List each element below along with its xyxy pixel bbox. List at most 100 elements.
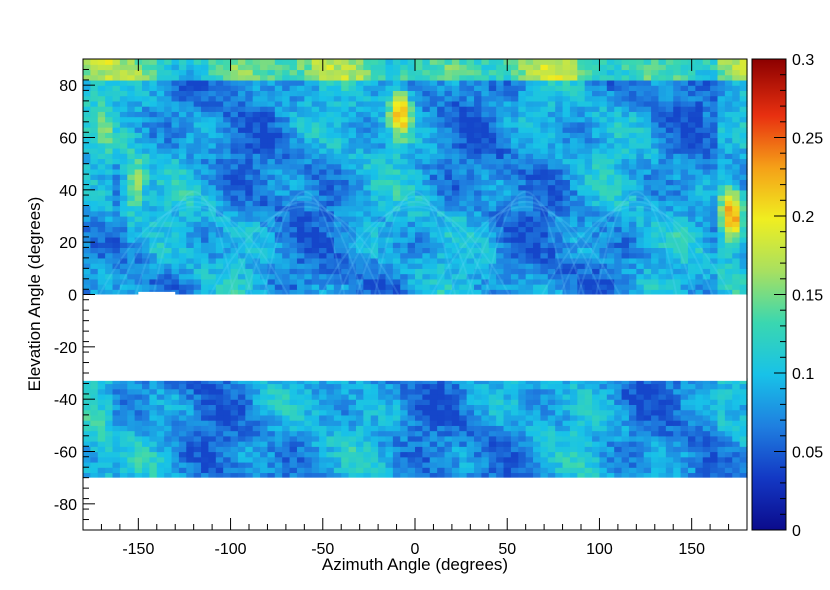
heatmap-cell xyxy=(459,200,468,207)
heatmap-cell xyxy=(503,231,512,238)
heatmap-cell xyxy=(533,289,542,296)
heatmap-cell xyxy=(665,116,674,123)
heatmap-cell xyxy=(230,221,239,228)
heatmap-cell xyxy=(643,278,652,285)
heatmap-cell xyxy=(606,435,615,442)
heatmap-cell xyxy=(518,168,527,175)
heatmap-cell xyxy=(370,195,379,201)
heatmap-cell xyxy=(230,69,239,76)
heatmap-cell xyxy=(665,158,674,165)
heatmap-cell xyxy=(341,216,350,222)
heatmap-cell xyxy=(481,461,490,468)
heatmap-cell xyxy=(105,210,114,217)
heatmap-cell xyxy=(326,446,335,453)
heatmap-cell xyxy=(378,121,387,128)
heatmap-cell xyxy=(702,85,711,91)
heatmap-cell xyxy=(97,226,106,233)
heatmap-cell xyxy=(525,95,534,102)
heatmap-cell xyxy=(392,273,401,280)
heatmap-cell xyxy=(201,106,210,112)
heatmap-cell xyxy=(230,64,239,71)
heatmap-cell xyxy=(178,221,187,228)
heatmap-cell xyxy=(97,111,106,118)
heatmap-cell xyxy=(178,451,187,458)
heatmap-cell xyxy=(466,200,475,207)
heatmap-cell xyxy=(547,179,556,186)
heatmap-cell xyxy=(643,451,652,458)
heatmap-cell xyxy=(252,247,261,254)
heatmap-cell xyxy=(230,472,239,479)
heatmap-cell xyxy=(518,127,527,133)
heatmap-cell xyxy=(562,200,571,207)
heatmap-cell xyxy=(223,79,232,86)
heatmap-cell xyxy=(739,268,748,275)
heatmap-cell xyxy=(355,132,364,139)
heatmap-cell xyxy=(83,247,91,254)
heatmap-cell xyxy=(392,158,401,165)
heatmap-cell xyxy=(599,147,608,154)
heatmap-cell xyxy=(422,153,431,160)
heatmap-cell xyxy=(164,100,173,107)
heatmap-cell xyxy=(584,451,593,458)
heatmap-cell xyxy=(201,456,210,463)
heatmap-cell xyxy=(687,221,696,228)
heatmap-cell xyxy=(503,278,512,285)
heatmap-cell xyxy=(237,263,246,269)
heatmap-cell xyxy=(252,147,261,154)
heatmap-cell xyxy=(119,106,128,112)
heatmap-cell xyxy=(274,200,283,207)
heatmap-cell xyxy=(245,142,254,149)
heatmap-cell xyxy=(547,273,556,280)
heatmap-cell xyxy=(628,467,637,474)
heatmap-cell xyxy=(333,163,342,170)
heatmap-cell xyxy=(392,456,401,463)
heatmap-cell xyxy=(673,142,682,149)
heatmap-cell xyxy=(201,137,210,144)
heatmap-cell xyxy=(614,210,623,217)
heatmap-cell xyxy=(326,195,335,201)
heatmap-cell xyxy=(296,174,305,180)
heatmap-cell xyxy=(119,142,128,149)
heatmap-cell xyxy=(702,79,711,86)
heatmap-cell xyxy=(142,74,150,81)
heatmap-cell xyxy=(149,85,158,91)
heatmap-cell xyxy=(274,461,283,468)
heatmap-cell xyxy=(643,137,652,144)
heatmap-cell xyxy=(407,111,416,118)
heatmap-cell xyxy=(658,210,667,217)
heatmap-cell xyxy=(363,289,372,296)
heatmap-cell xyxy=(724,142,733,149)
heatmap-cell xyxy=(208,158,217,165)
heatmap-cell xyxy=(702,289,711,296)
heatmap-cell xyxy=(245,90,254,97)
heatmap-cell xyxy=(105,59,114,65)
heatmap-cell xyxy=(599,95,608,102)
heatmap-cell xyxy=(164,257,173,264)
heatmap-cell xyxy=(282,200,291,207)
heatmap-cell xyxy=(326,116,335,123)
heatmap-cell xyxy=(680,189,689,196)
heatmap-cell xyxy=(614,184,623,191)
heatmap-cell xyxy=(481,456,490,463)
heatmap-cell xyxy=(496,127,505,133)
heatmap-cell xyxy=(348,121,357,128)
heatmap-cell xyxy=(83,231,91,238)
heatmap-cell xyxy=(289,147,298,154)
heatmap-cell xyxy=(540,456,549,463)
heatmap-cell xyxy=(584,263,593,269)
heatmap-cell xyxy=(510,163,519,170)
heatmap-cell xyxy=(400,121,409,128)
heatmap-cell xyxy=(606,116,615,123)
heatmap-cell xyxy=(304,268,313,275)
heatmap-cell xyxy=(658,85,667,91)
heatmap-cell xyxy=(658,116,667,123)
heatmap-cell xyxy=(628,425,637,432)
heatmap-cell xyxy=(518,461,527,468)
heatmap-cell xyxy=(533,137,542,144)
heatmap-cell xyxy=(186,231,195,238)
heatmap-cell xyxy=(348,106,357,112)
heatmap-cell xyxy=(525,163,534,170)
heatmap-cell xyxy=(562,127,571,133)
heatmap-cell xyxy=(569,147,578,154)
heatmap-cell xyxy=(134,446,143,453)
